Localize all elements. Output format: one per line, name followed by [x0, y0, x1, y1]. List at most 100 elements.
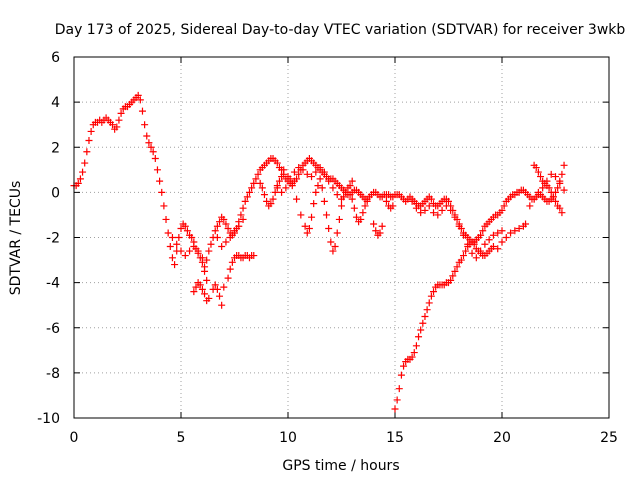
y-axis-label: SDTVAR / TECUs	[8, 181, 24, 296]
data-point	[211, 281, 219, 289]
data-point	[299, 166, 307, 174]
data-point	[335, 215, 343, 223]
data-point	[421, 312, 429, 320]
data-point	[117, 109, 125, 117]
data-point	[216, 292, 224, 300]
data-point	[481, 240, 489, 248]
data-point	[301, 222, 309, 230]
data-point	[393, 396, 401, 404]
data-point	[372, 227, 380, 235]
data-point	[222, 238, 230, 246]
data-point	[181, 222, 189, 230]
data-point	[453, 263, 461, 271]
data-point	[218, 243, 226, 251]
x-tick-label: 20	[493, 430, 511, 446]
x-tick-label: 25	[600, 430, 618, 446]
data-point	[286, 175, 294, 183]
data-point	[216, 218, 224, 226]
data-point	[205, 247, 213, 255]
data-point	[346, 182, 354, 190]
data-point	[239, 204, 247, 212]
data-point	[220, 283, 228, 291]
data-point	[245, 188, 253, 196]
data-point	[498, 238, 506, 246]
data-point	[545, 184, 553, 192]
data-point	[333, 191, 341, 199]
data-point	[141, 121, 149, 129]
data-point	[164, 229, 172, 237]
data-point	[554, 184, 562, 192]
data-point	[348, 195, 356, 203]
data-point	[537, 173, 545, 181]
data-point	[213, 222, 221, 230]
data-point	[316, 175, 324, 183]
data-point	[312, 168, 320, 176]
data-point	[181, 252, 189, 260]
data-point	[87, 127, 95, 135]
data-point	[477, 231, 485, 239]
data-point	[109, 121, 117, 129]
data-point	[192, 283, 200, 291]
y-tick-label: 6	[51, 50, 60, 66]
data-point	[442, 202, 450, 210]
data-point	[410, 349, 418, 357]
data-point	[445, 197, 452, 205]
data-point	[464, 240, 472, 248]
data-point	[534, 168, 542, 176]
data-point	[226, 234, 234, 241]
data-point	[498, 227, 506, 235]
y-tick-label: -8	[46, 366, 60, 382]
data-point	[485, 236, 493, 244]
data-point	[166, 243, 174, 251]
data-point	[361, 202, 369, 210]
data-point	[423, 306, 431, 314]
data-point	[241, 197, 249, 205]
data-point	[239, 215, 247, 223]
data-point	[338, 202, 345, 210]
x-axis-label: GPS time / hours	[282, 458, 399, 474]
data-point	[310, 200, 318, 208]
data-point	[397, 371, 405, 379]
data-point	[522, 220, 530, 228]
data-point	[325, 177, 333, 185]
data-point	[376, 229, 384, 237]
data-point	[352, 213, 360, 221]
data-point	[494, 245, 502, 253]
y-tick-label: -4	[46, 276, 60, 292]
data-point	[318, 184, 326, 192]
data-point	[382, 197, 390, 205]
data-point	[113, 123, 121, 131]
data-point	[235, 222, 243, 230]
data-point	[149, 148, 157, 156]
data-point	[359, 209, 367, 217]
data-point	[205, 294, 213, 302]
data-point	[477, 247, 485, 255]
y-tick-label: -2	[46, 231, 60, 247]
data-point	[115, 116, 123, 124]
data-point	[549, 193, 557, 201]
data-point	[507, 229, 515, 237]
data-point	[231, 227, 238, 235]
data-point	[434, 211, 442, 219]
chart-title: Day 173 of 2025, Sidereal Day-to-day VTE…	[55, 22, 626, 38]
data-point	[190, 243, 198, 251]
data-point	[327, 238, 335, 246]
data-point	[278, 173, 286, 181]
data-point	[136, 96, 144, 104]
data-point	[539, 184, 547, 192]
data-point	[278, 188, 286, 196]
data-point	[370, 220, 378, 228]
data-point	[331, 243, 339, 251]
data-point	[552, 197, 559, 205]
data-point	[243, 193, 251, 201]
data-point	[498, 206, 506, 214]
data-point	[323, 211, 331, 219]
y-tick-label: 2	[51, 140, 60, 156]
data-point	[395, 385, 403, 393]
data-point	[314, 182, 322, 190]
data-point	[451, 267, 459, 275]
data-point	[201, 290, 209, 298]
data-point	[158, 188, 166, 196]
data-point	[462, 247, 470, 255]
